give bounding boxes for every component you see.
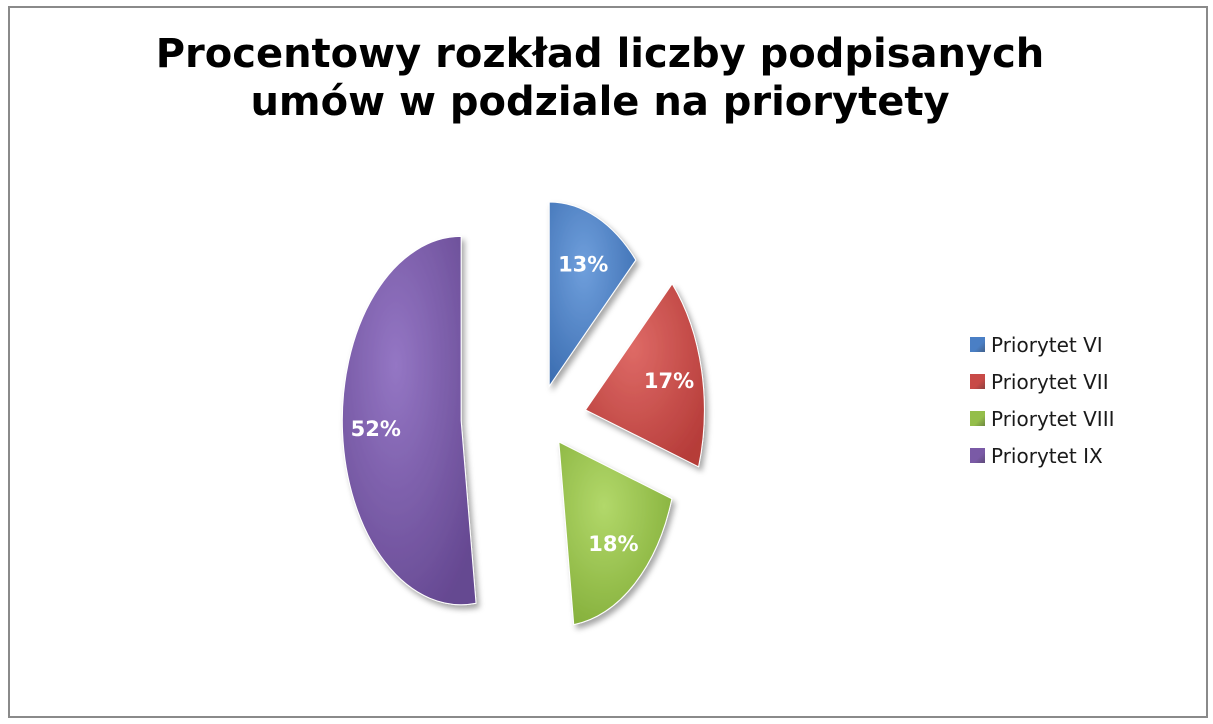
legend-label: Priorytet IX xyxy=(991,443,1103,468)
legend-swatch xyxy=(970,448,985,463)
legend-item-priorytet-vii: Priorytet VII xyxy=(970,363,1115,400)
data-label-priorytet-ix: 52% xyxy=(351,417,401,441)
pie-slice-priorytet-vii xyxy=(584,282,705,468)
data-label-priorytet-vii: 17% xyxy=(644,369,694,393)
pie-data-labels: 13% 17% 18% 52% xyxy=(351,252,695,556)
data-label-priorytet-vi: 13% xyxy=(558,252,608,276)
legend-label: Priorytet VII xyxy=(991,369,1109,394)
legend-item-priorytet-vi: Priorytet VI xyxy=(970,326,1115,363)
legend-swatch xyxy=(970,411,985,426)
pie-slices xyxy=(341,201,705,626)
legend-item-priorytet-ix: Priorytet IX xyxy=(970,437,1115,474)
pie-slice-priorytet-vi xyxy=(548,201,637,388)
legend-label: Priorytet VIII xyxy=(991,406,1115,431)
legend-swatch xyxy=(970,337,985,352)
data-label-priorytet-viii: 18% xyxy=(588,532,638,556)
chart-title: Procentowy rozkład liczby podpisanych um… xyxy=(155,31,1045,125)
legend: Priorytet VI Priorytet VII Priorytet VIII P… xyxy=(970,326,1115,474)
pie-slice-priorytet-viii xyxy=(558,441,673,626)
pie-slice-priorytet-ix xyxy=(341,235,477,606)
legend-swatch xyxy=(970,374,985,389)
legend-label: Priorytet VI xyxy=(991,332,1103,357)
legend-item-priorytet-viii: Priorytet VIII xyxy=(970,400,1115,437)
